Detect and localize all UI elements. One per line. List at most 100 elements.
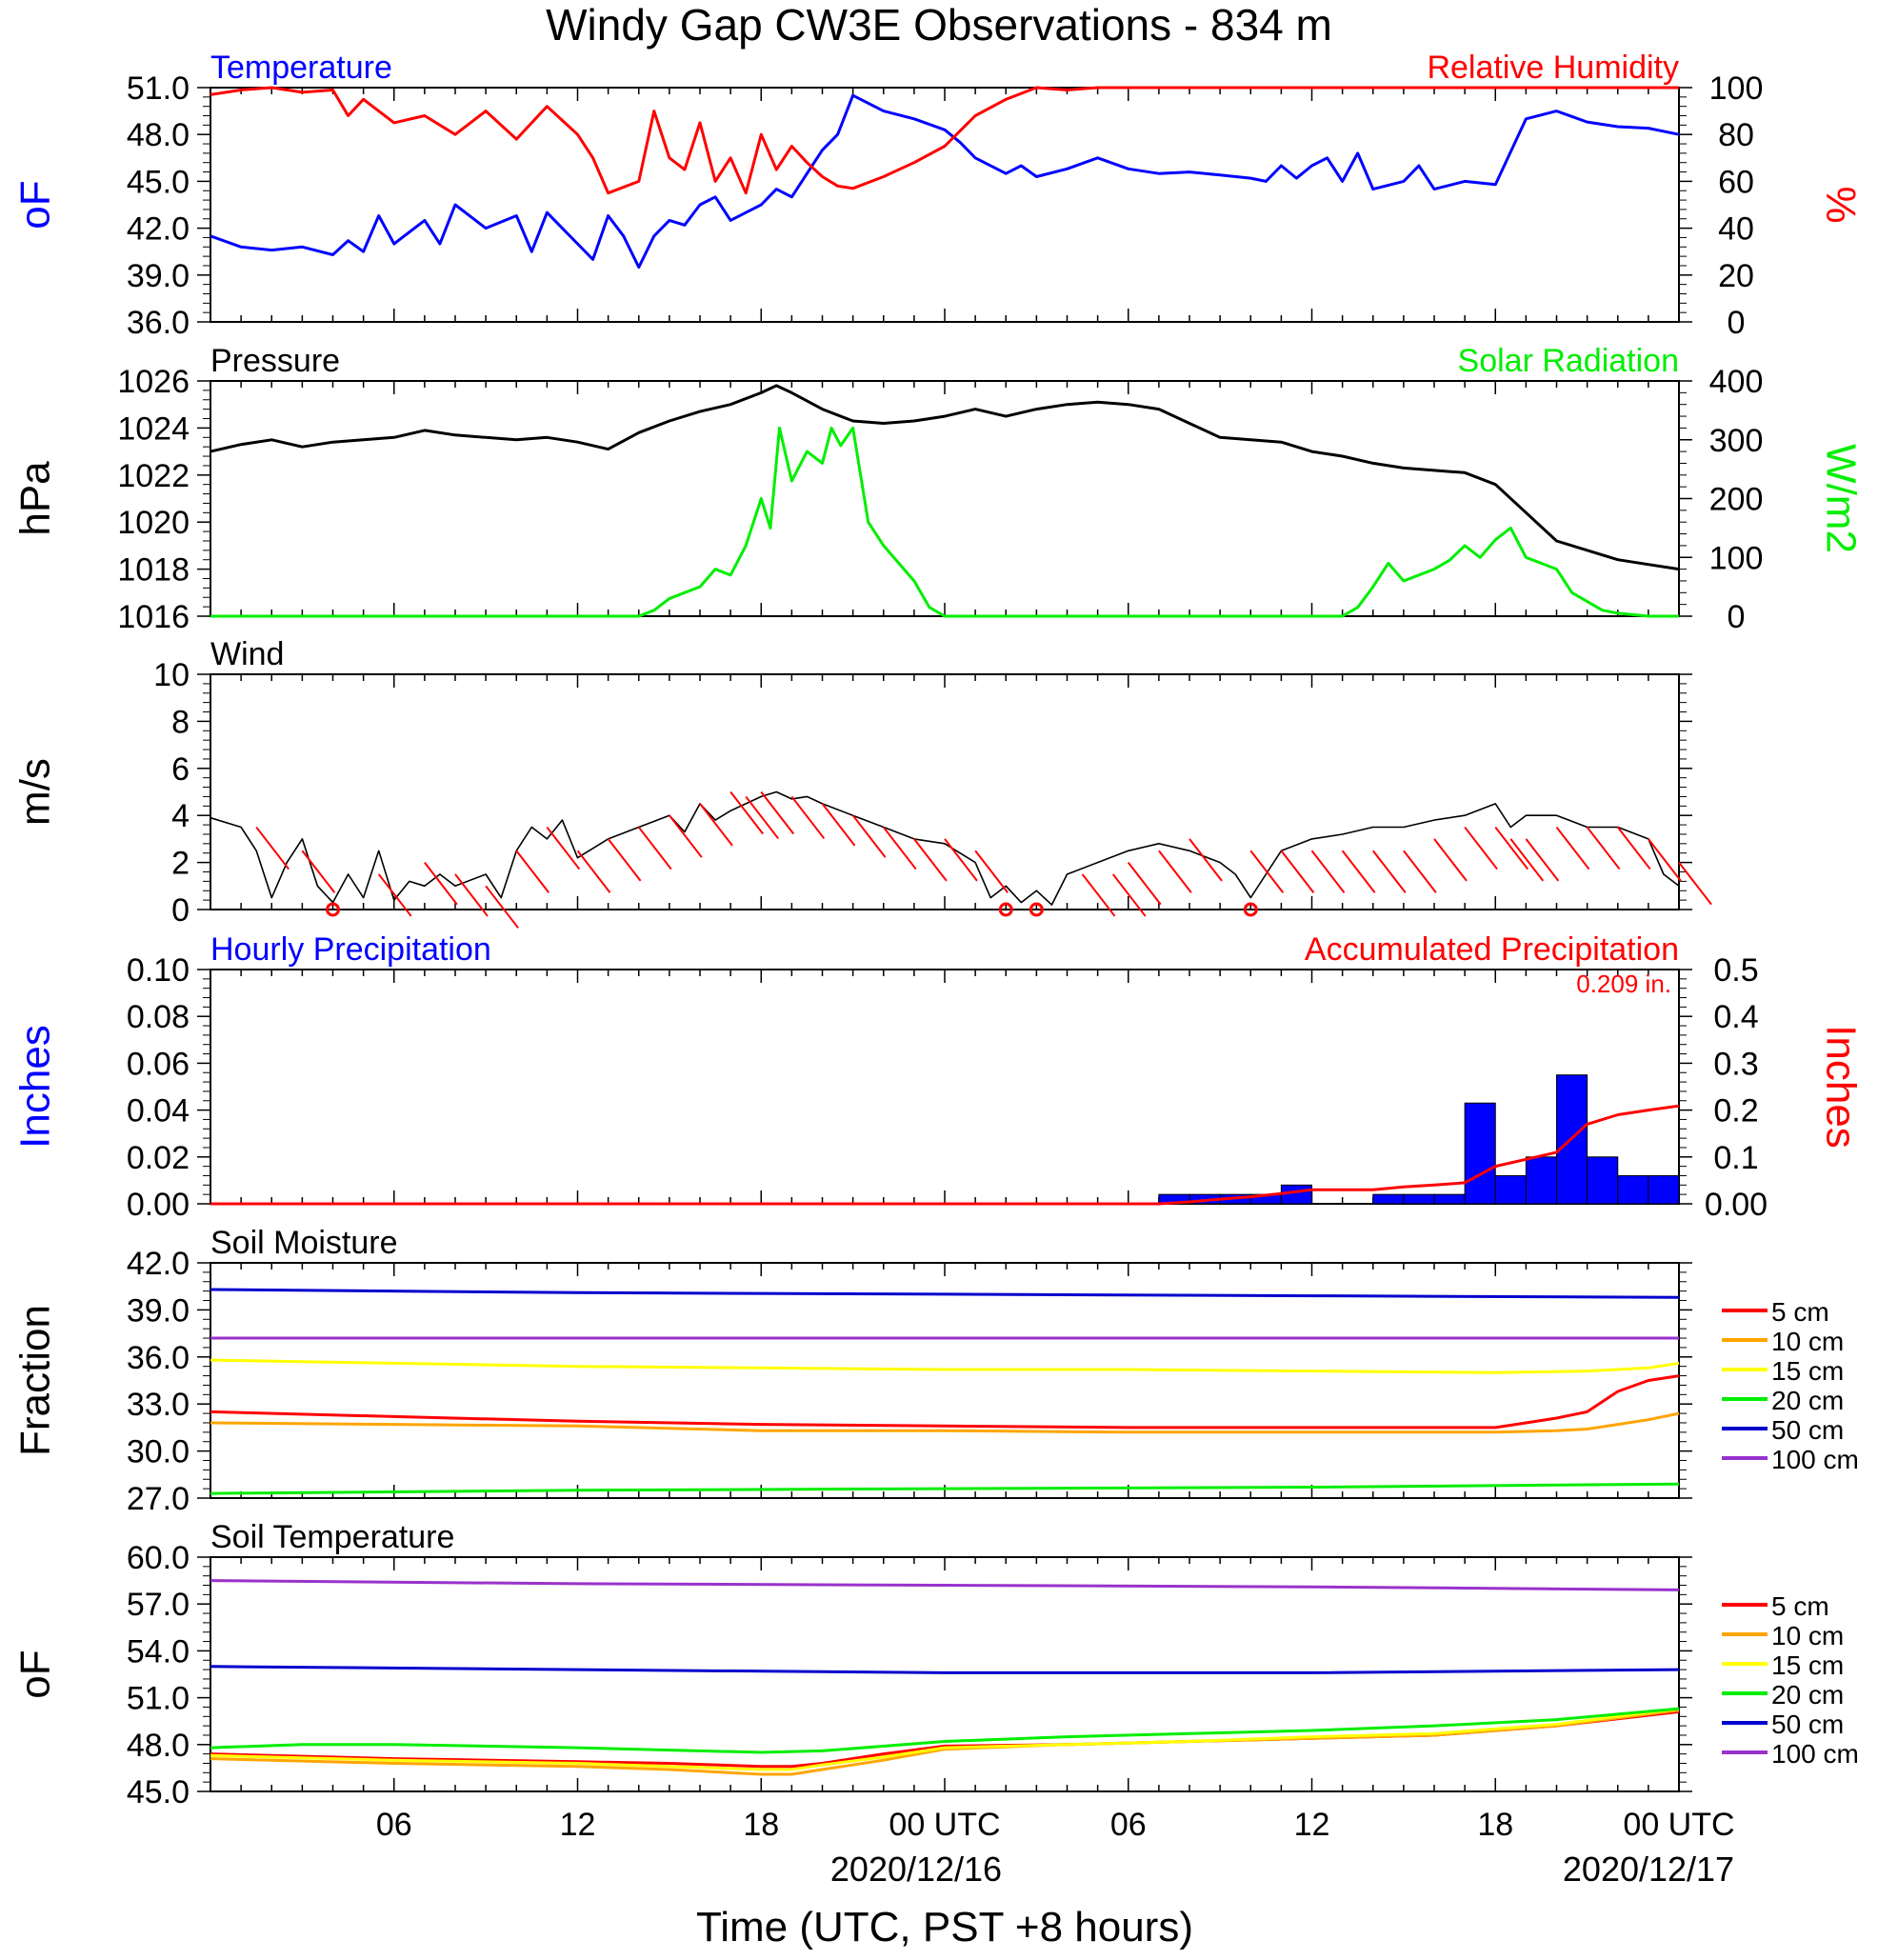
wind-barb [1341,850,1376,893]
time-tick-label: 18 [743,1807,779,1843]
series-line-accumulated-precipitation [210,1104,1680,1206]
y-tick-label: 48.0 [127,1728,190,1764]
panels: 51.048.045.042.039.036.0100806040200Temp… [12,50,1865,1810]
wind-barb [1464,826,1498,870]
wind-barb [424,861,458,906]
y-tick-label: 0 [171,892,190,929]
plot-frame [210,1262,1680,1499]
legend-label-100-cm: 100 cm [1771,1445,1859,1474]
total-precip-label: 0.209 in. [1576,970,1671,998]
wind-barb [882,826,917,870]
series-line-temperature [210,93,1680,270]
series-line-solar-radiation [210,426,1679,618]
panel-wind: 10 8 6 4 2 0 Wind m/s [12,636,1712,929]
precip-bar [1372,1193,1405,1205]
y-tick-label: 33.0 [127,1387,190,1423]
series-line-20-cm [210,1707,1680,1754]
y-tick-label: 42.0 [127,211,190,248]
unit-label-right: % [1817,186,1864,223]
panel-title-right: Relative Humidity [1427,50,1679,86]
y-tick-label: 0.02 [127,1140,190,1176]
series-line-5-cm [210,1374,1680,1430]
y-tick-label: 60.0 [127,1540,190,1576]
series-line-15-cm [210,1358,1680,1374]
legend-label-5-cm: 5 cm [1771,1297,1829,1327]
panel-temperature-humidity: 51.0 48.0 45.0 42.0 39.0 36.0 100 80 60 40 20 0 Temp… [12,50,1865,341]
date-label-1217: 2020/12/17 [1563,1850,1734,1889]
wind-barb [1189,838,1223,882]
wind-barb [255,826,290,870]
y-tick-label-right: 80 [1718,117,1754,153]
y-tick-label: 6 [171,751,190,788]
y-tick-label: 45.0 [127,164,190,200]
calm-wind-marker [1029,902,1044,917]
y-tick-label: 48.0 [127,117,190,153]
y-tick-label-right: 20 [1718,258,1754,294]
wind-barb [454,873,489,917]
wind-barb [301,850,336,893]
unit-label-left: oF [12,180,59,229]
wind-barb [745,795,779,840]
series-line-10-cm [210,1411,1680,1434]
precip-bar [1464,1102,1496,1205]
y-tick-label: 4 [171,798,190,834]
wind-barb [1249,850,1285,893]
figure-title: Windy Gap CW3E Observations - 834 m [546,0,1332,50]
precip-bar [1433,1193,1466,1205]
unit-label-left: Fraction [12,1305,59,1456]
y-tick-label-right: 0.2 [1713,1093,1758,1130]
y-tick-label: 0.10 [127,952,190,989]
series-line-100-cm [210,1579,1680,1591]
y-tick-label: 0.04 [127,1093,190,1130]
panel-title-left: Hourly Precipitation [210,931,491,968]
wind-barb [1586,826,1621,870]
y-tick-label: 1022 [117,458,190,494]
time-tick-label: 12 [560,1807,596,1843]
wind-barb [1616,826,1651,870]
y-tick-label: 0.00 [127,1187,190,1223]
y-tick-label-right: 0 [1728,305,1746,341]
legend-label-50-cm: 50 cm [1771,1415,1844,1445]
time-tick-label: 06 [1110,1807,1147,1843]
legend-label-5-cm: 5 cm [1771,1591,1829,1621]
y-tick-label: 51.0 [127,1681,190,1717]
unit-label-right: W/m2 [1817,444,1864,553]
series-line-15-cm [210,1707,1680,1771]
legend-label-10-cm: 10 cm [1771,1621,1844,1650]
wind-barb [669,814,703,858]
wind-barb [1678,861,1712,906]
y-tick-label: 57.0 [127,1587,190,1623]
time-tick-label: 12 [1294,1807,1330,1843]
y-tick-label-right: 300 [1709,423,1764,459]
date-label-1216: 2020/12/16 [830,1850,1002,1889]
legend-label-20-cm: 20 cm [1771,1386,1844,1415]
y-tick-label: 1018 [117,552,190,589]
precip-bar [1525,1156,1557,1205]
panel-soil-moisture: 42.0 39.0 36.0 33.0 30.0 27.0 Soil Moisture Fra… [12,1225,1859,1517]
wind-barb [1158,850,1192,893]
unit-label-right: Inches [1817,1025,1864,1149]
precip-bar [1617,1174,1649,1205]
precip-bar [1494,1174,1527,1205]
legend-label-10-cm: 10 cm [1771,1327,1844,1356]
y-tick-label: 42.0 [127,1246,190,1282]
wind-barb [576,850,611,893]
y-tick-label: 0.08 [127,999,190,1035]
y-tick-label: 10 [153,657,190,693]
precip-bar [1280,1184,1312,1205]
time-tick-label: 06 [376,1807,412,1843]
legend-label-50-cm: 50 cm [1771,1710,1844,1739]
panel-pressure-solar: 1026 1024 1022 1020 1018 1016 400 300 200 100 0 Pre… [12,343,1865,635]
wind-barb [1433,838,1468,882]
time-tick-label: 00 UTC [889,1807,1000,1843]
series-line-pressure [210,384,1680,571]
y-tick-label-right: 0.00 [1705,1187,1768,1223]
calm-wind-marker [326,902,340,917]
wind-barb [607,838,642,882]
wind-barb [1509,838,1545,882]
wind-barb [821,803,856,847]
plot-frame [210,87,1680,323]
legend-label-20-cm: 20 cm [1771,1680,1844,1710]
y-tick-label: 1024 [117,410,190,447]
time-tick-label: 00 UTC [1623,1807,1734,1843]
